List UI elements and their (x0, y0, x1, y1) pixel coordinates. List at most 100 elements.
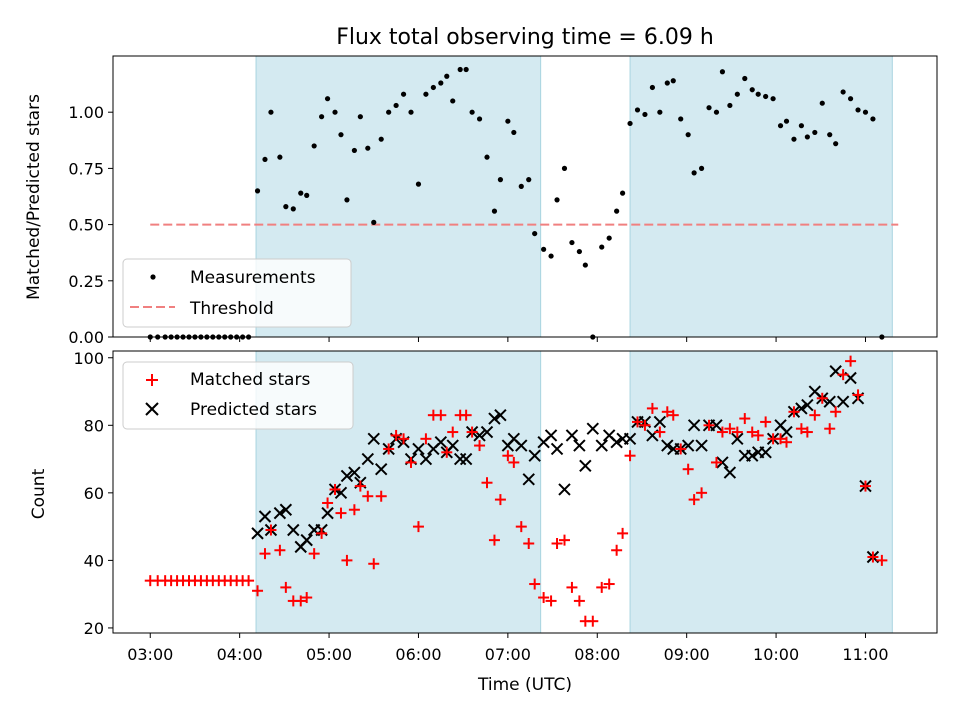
measurement-point (423, 91, 429, 97)
predicted-star-point (731, 432, 744, 446)
x-tick-label: 07:00 (485, 645, 531, 664)
matched-star-point (675, 443, 687, 455)
predicted-star-point (746, 449, 759, 462)
matched-star-point (322, 497, 334, 509)
top-y-ticks: 0.00 0.25 0.50 0.75 1.00 (68, 103, 113, 347)
matched-star-point (867, 551, 879, 563)
predicted-star-stroke (836, 395, 850, 408)
matched-star-point (775, 433, 787, 445)
predicted-star-stroke (473, 429, 486, 442)
predicted-star-stroke (823, 395, 836, 408)
matched-star-point (301, 592, 313, 604)
predicted-star-point (412, 442, 425, 456)
matched-star-point (481, 477, 493, 489)
measurement-point (657, 109, 663, 115)
matched-star-point (587, 615, 599, 627)
top-y-tick-label: 0.50 (68, 216, 104, 235)
predicted-star-stroke (494, 408, 507, 422)
predicted-star-point (494, 408, 507, 422)
matched-star-point (508, 456, 520, 468)
predicted-star-stroke (273, 506, 287, 520)
measurement-point (755, 91, 761, 97)
matched-star-point (617, 527, 629, 539)
predicted-star-point (419, 452, 433, 466)
predicted-star-point (258, 510, 272, 523)
measurement-point (304, 192, 310, 198)
matched-star-point (441, 446, 453, 458)
matched-star-point (398, 433, 410, 445)
predicted-star-stroke (602, 429, 616, 442)
measurement-point (476, 116, 483, 122)
measurement-point (262, 156, 268, 163)
measurement-point (277, 154, 283, 160)
measurement-point (505, 118, 511, 124)
measurement-point (698, 165, 705, 171)
matched-star-point (801, 426, 813, 438)
predicted-star-point (522, 473, 535, 486)
predicted-star-point (321, 506, 334, 520)
matched-star-point (611, 544, 623, 556)
measurement-point (770, 96, 776, 102)
matched-star-point (809, 409, 821, 421)
matched-stars-legend-label: Matched stars (190, 370, 310, 390)
predicted-star-point (300, 533, 313, 547)
predicted-star-point (515, 439, 528, 452)
predicted-star-stroke (515, 439, 528, 452)
measurement-point (777, 123, 784, 129)
predicted-star-stroke (522, 473, 535, 486)
matched-star-point (354, 480, 366, 492)
measurement-point (457, 66, 463, 73)
bottom-y-tick-label: 20 (84, 619, 104, 638)
matched-star-point (335, 507, 347, 519)
predicted-star-point (836, 395, 850, 408)
predicted-star-point (251, 527, 264, 540)
measurement-point (685, 132, 691, 138)
measurement-point (518, 183, 524, 189)
measurement-point (727, 102, 733, 109)
predicted-star-stroke (528, 449, 541, 462)
matched-star-point (460, 409, 472, 421)
matched-star-point (682, 463, 694, 475)
measurement-point (561, 165, 568, 171)
measurement-point (532, 230, 538, 237)
matched-star-point (724, 423, 736, 435)
predicted-star-stroke (610, 435, 623, 449)
predicted-star-point (340, 469, 354, 483)
bottom-shaded-intervals (255, 350, 893, 634)
measurement-point (606, 235, 612, 241)
predicted-star-stroke (550, 442, 564, 456)
measurement-point (400, 91, 407, 97)
bottom-y-ticks: 20 40 60 80 100 (73, 349, 113, 638)
matched-star-point (795, 423, 807, 435)
matched-star-point (760, 416, 772, 428)
predicted-star-stroke (653, 415, 667, 429)
measurement-point (855, 107, 861, 113)
top-shaded-intervals (255, 55, 893, 338)
measurement-point (670, 78, 676, 84)
predicted-star-stroke (258, 510, 272, 523)
bottom-y-tick-label: 100 (73, 349, 104, 368)
measurement-point (324, 96, 331, 102)
measurement-point (763, 93, 769, 100)
top-x-ticks (149, 337, 866, 342)
measurement-point (783, 118, 790, 124)
matched-star-point (295, 595, 307, 607)
matched-star-point (341, 554, 353, 566)
top-y-tick-label: 1.00 (68, 103, 104, 122)
predicted-star-stroke (367, 432, 380, 446)
measurement-point (484, 154, 490, 160)
predicted-star-point (550, 442, 564, 456)
matched-star-point (405, 456, 417, 468)
measurement-point (862, 109, 869, 115)
measurement-point (365, 145, 371, 151)
x-tick-label: 03:00 (127, 645, 173, 664)
predicted-star-point (558, 483, 571, 496)
measurement-point (719, 69, 726, 75)
chart-title: Flux total observing time = 6.09 h (336, 25, 714, 50)
measurement-point (847, 96, 854, 102)
matched-star-point (390, 429, 402, 441)
measurement-point (450, 98, 456, 104)
matched-star-point (716, 426, 728, 438)
measurement-point (311, 143, 317, 149)
measurement-point (734, 91, 740, 97)
